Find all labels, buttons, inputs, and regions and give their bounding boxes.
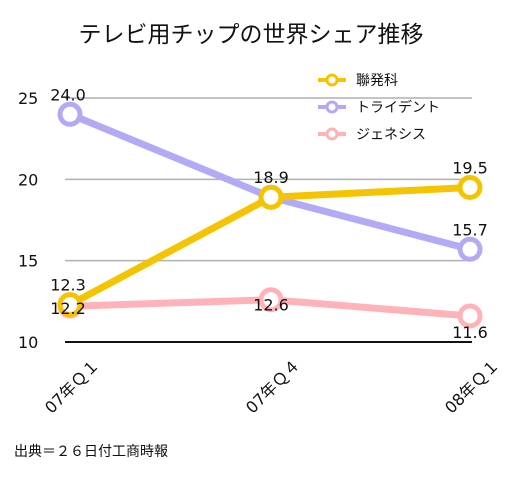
x-tick-label: 07年Ｑ１	[41, 355, 103, 417]
data-label: 19.5	[452, 158, 488, 177]
y-tick-label: 15	[18, 252, 38, 271]
data-label: 11.6	[452, 323, 488, 342]
data-label: 12.2	[50, 299, 86, 318]
chart-title: テレビ用チップの世界シェア推移	[79, 22, 424, 48]
y-tick-label: 20	[18, 170, 38, 189]
legend-label: 聯発科	[356, 73, 398, 89]
x-tick-label: 07年Ｑ４	[242, 355, 304, 417]
series-points	[57, 101, 483, 329]
data-label: 24.0	[50, 85, 86, 104]
data-label: 12.3	[50, 276, 86, 295]
grid	[65, 97, 472, 343]
data-point	[457, 174, 483, 200]
data-point	[457, 303, 483, 329]
data-point	[57, 101, 83, 127]
data-point	[57, 292, 83, 318]
data-label: 12.6	[253, 296, 289, 315]
y-tick-label: 10	[18, 333, 38, 352]
y-axis-ticks: 10 15 20 25	[18, 89, 38, 352]
data-label: 15.7	[452, 220, 488, 239]
data-point	[258, 287, 284, 313]
data-label: 18.9	[253, 168, 289, 187]
legend-swatch-marker	[325, 73, 339, 87]
data-point	[258, 184, 284, 210]
y-tick-label: 25	[18, 89, 38, 108]
x-axis-ticks: 07年Ｑ１ 07年Ｑ４ 08年Ｑ１	[41, 355, 503, 417]
legend-label: ジェネシス	[356, 127, 426, 143]
legend-swatch-marker	[325, 100, 339, 114]
data-labels: 12.3 18.9 19.5 24.0 15.7 12.2 12.6 11.6	[50, 85, 488, 342]
legend-label: トライデント	[356, 99, 440, 116]
series-lines	[66, 110, 474, 320]
legend-swatch-marker	[325, 127, 339, 141]
data-point	[457, 236, 483, 262]
x-tick-label: 08年Ｑ１	[441, 355, 503, 417]
source-note: 出典＝２６日付工商時報	[14, 444, 168, 460]
